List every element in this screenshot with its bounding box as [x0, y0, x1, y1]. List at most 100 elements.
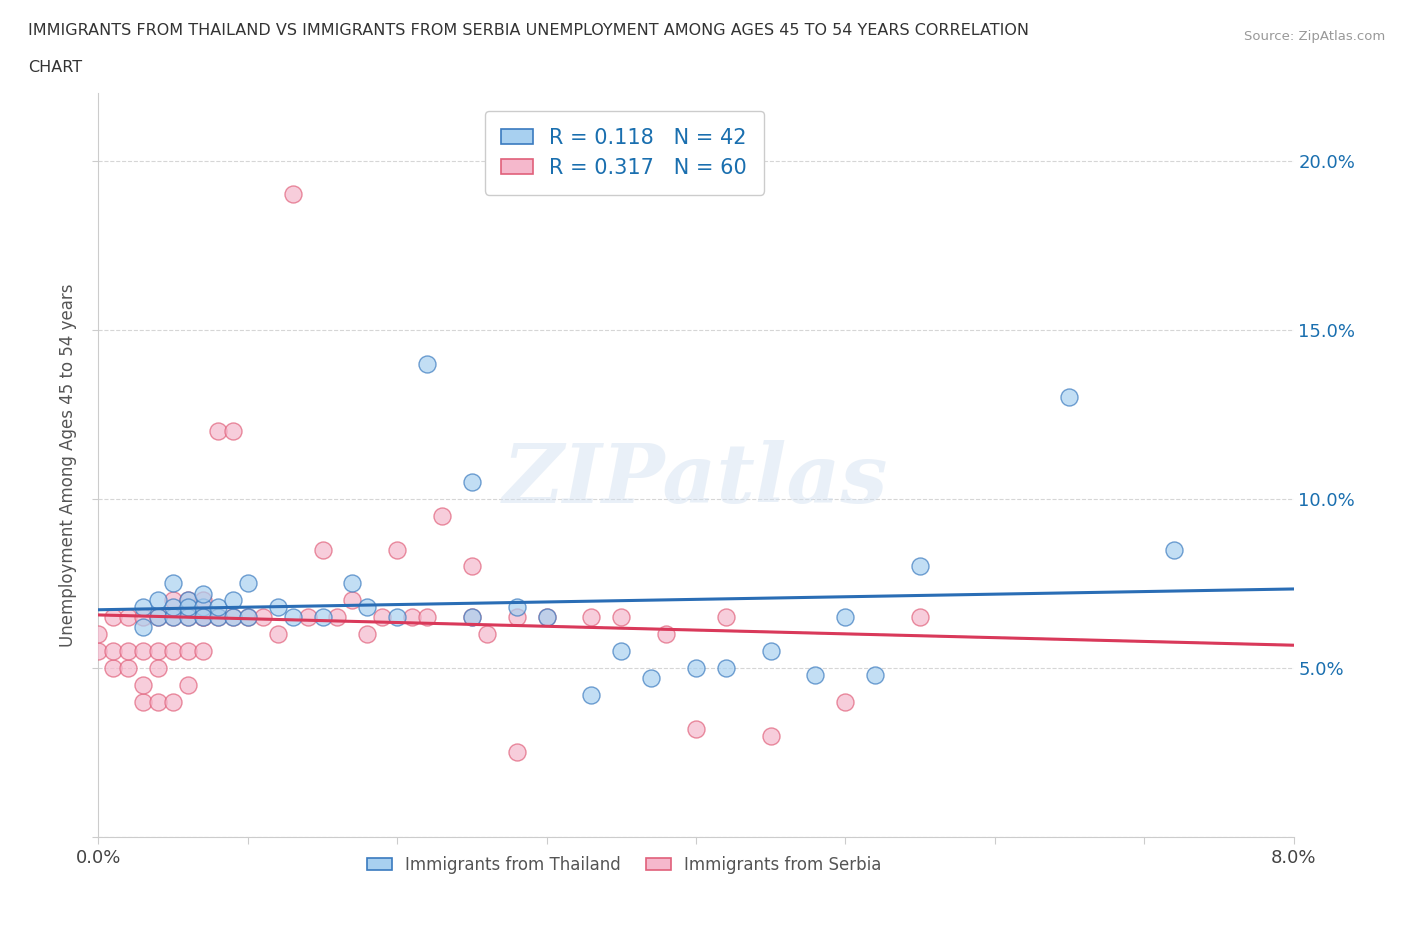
Point	[610, 610, 633, 625]
Point	[148, 695, 170, 710]
Point	[207, 424, 229, 439]
Point	[177, 592, 200, 607]
Point	[416, 610, 439, 625]
Point	[461, 559, 484, 574]
Point	[371, 610, 394, 625]
Point	[714, 610, 737, 625]
Point	[132, 620, 155, 635]
Point	[117, 610, 139, 625]
Point	[177, 592, 200, 607]
Point	[356, 600, 378, 615]
Point	[162, 644, 184, 658]
Point	[148, 610, 170, 625]
Point	[804, 667, 827, 682]
Point	[401, 610, 423, 625]
Point	[834, 695, 856, 710]
Point	[685, 660, 707, 675]
Point	[581, 687, 603, 702]
Point	[177, 610, 200, 625]
Point	[267, 627, 290, 642]
Point	[162, 610, 184, 625]
Text: CHART: CHART	[28, 60, 82, 75]
Point	[236, 576, 259, 591]
Point	[162, 695, 184, 710]
Point	[117, 644, 139, 658]
Text: IMMIGRANTS FROM THAILAND VS IMMIGRANTS FROM SERBIA UNEMPLOYMENT AMONG AGES 45 TO: IMMIGRANTS FROM THAILAND VS IMMIGRANTS F…	[28, 23, 1029, 38]
Point	[759, 644, 782, 658]
Point	[191, 610, 214, 625]
Point	[132, 600, 155, 615]
Point	[311, 542, 333, 557]
Point	[103, 644, 125, 658]
Point	[506, 610, 529, 625]
Text: ZIPatlas: ZIPatlas	[503, 440, 889, 520]
Point	[191, 644, 214, 658]
Point	[132, 695, 155, 710]
Point	[222, 610, 245, 625]
Y-axis label: Unemployment Among Ages 45 to 54 years: Unemployment Among Ages 45 to 54 years	[59, 284, 77, 646]
Point	[655, 627, 678, 642]
Point	[148, 592, 170, 607]
Point	[865, 667, 887, 682]
Point	[236, 610, 259, 625]
Point	[177, 600, 200, 615]
Point	[356, 627, 378, 642]
Point	[222, 424, 245, 439]
Point	[207, 610, 229, 625]
Point	[475, 627, 498, 642]
Point	[267, 600, 290, 615]
Point	[132, 610, 155, 625]
Point	[281, 187, 304, 202]
Point	[326, 610, 349, 625]
Point	[461, 610, 484, 625]
Point	[207, 610, 229, 625]
Point	[461, 610, 484, 625]
Point	[103, 660, 125, 675]
Point	[311, 610, 333, 625]
Point	[191, 586, 214, 601]
Point	[908, 559, 931, 574]
Point	[177, 677, 200, 692]
Point	[1163, 542, 1185, 557]
Point	[132, 644, 155, 658]
Point	[759, 728, 782, 743]
Point	[536, 610, 558, 625]
Point	[117, 660, 139, 675]
Point	[162, 576, 184, 591]
Point	[536, 610, 558, 625]
Point	[685, 722, 707, 737]
Point	[506, 600, 529, 615]
Point	[132, 677, 155, 692]
Point	[640, 671, 662, 685]
Point	[162, 610, 184, 625]
Point	[416, 356, 439, 371]
Point	[252, 610, 274, 625]
Point	[177, 644, 200, 658]
Point	[148, 644, 170, 658]
Legend: Immigrants from Thailand, Immigrants from Serbia: Immigrants from Thailand, Immigrants fro…	[360, 849, 889, 881]
Point	[177, 610, 200, 625]
Point	[191, 610, 214, 625]
Point	[610, 644, 633, 658]
Point	[461, 474, 484, 489]
Point	[385, 542, 409, 557]
Point	[908, 610, 931, 625]
Point	[191, 610, 214, 625]
Point	[148, 660, 170, 675]
Point	[236, 610, 259, 625]
Point	[191, 600, 214, 615]
Point	[506, 745, 529, 760]
Text: Source: ZipAtlas.com: Source: ZipAtlas.com	[1244, 30, 1385, 43]
Point	[1059, 390, 1081, 405]
Point	[162, 592, 184, 607]
Point	[342, 592, 364, 607]
Point	[430, 509, 453, 524]
Point	[148, 610, 170, 625]
Point	[207, 600, 229, 615]
Point	[191, 592, 214, 607]
Point	[281, 610, 304, 625]
Point	[87, 627, 110, 642]
Point	[581, 610, 603, 625]
Point	[297, 610, 319, 625]
Point	[222, 592, 245, 607]
